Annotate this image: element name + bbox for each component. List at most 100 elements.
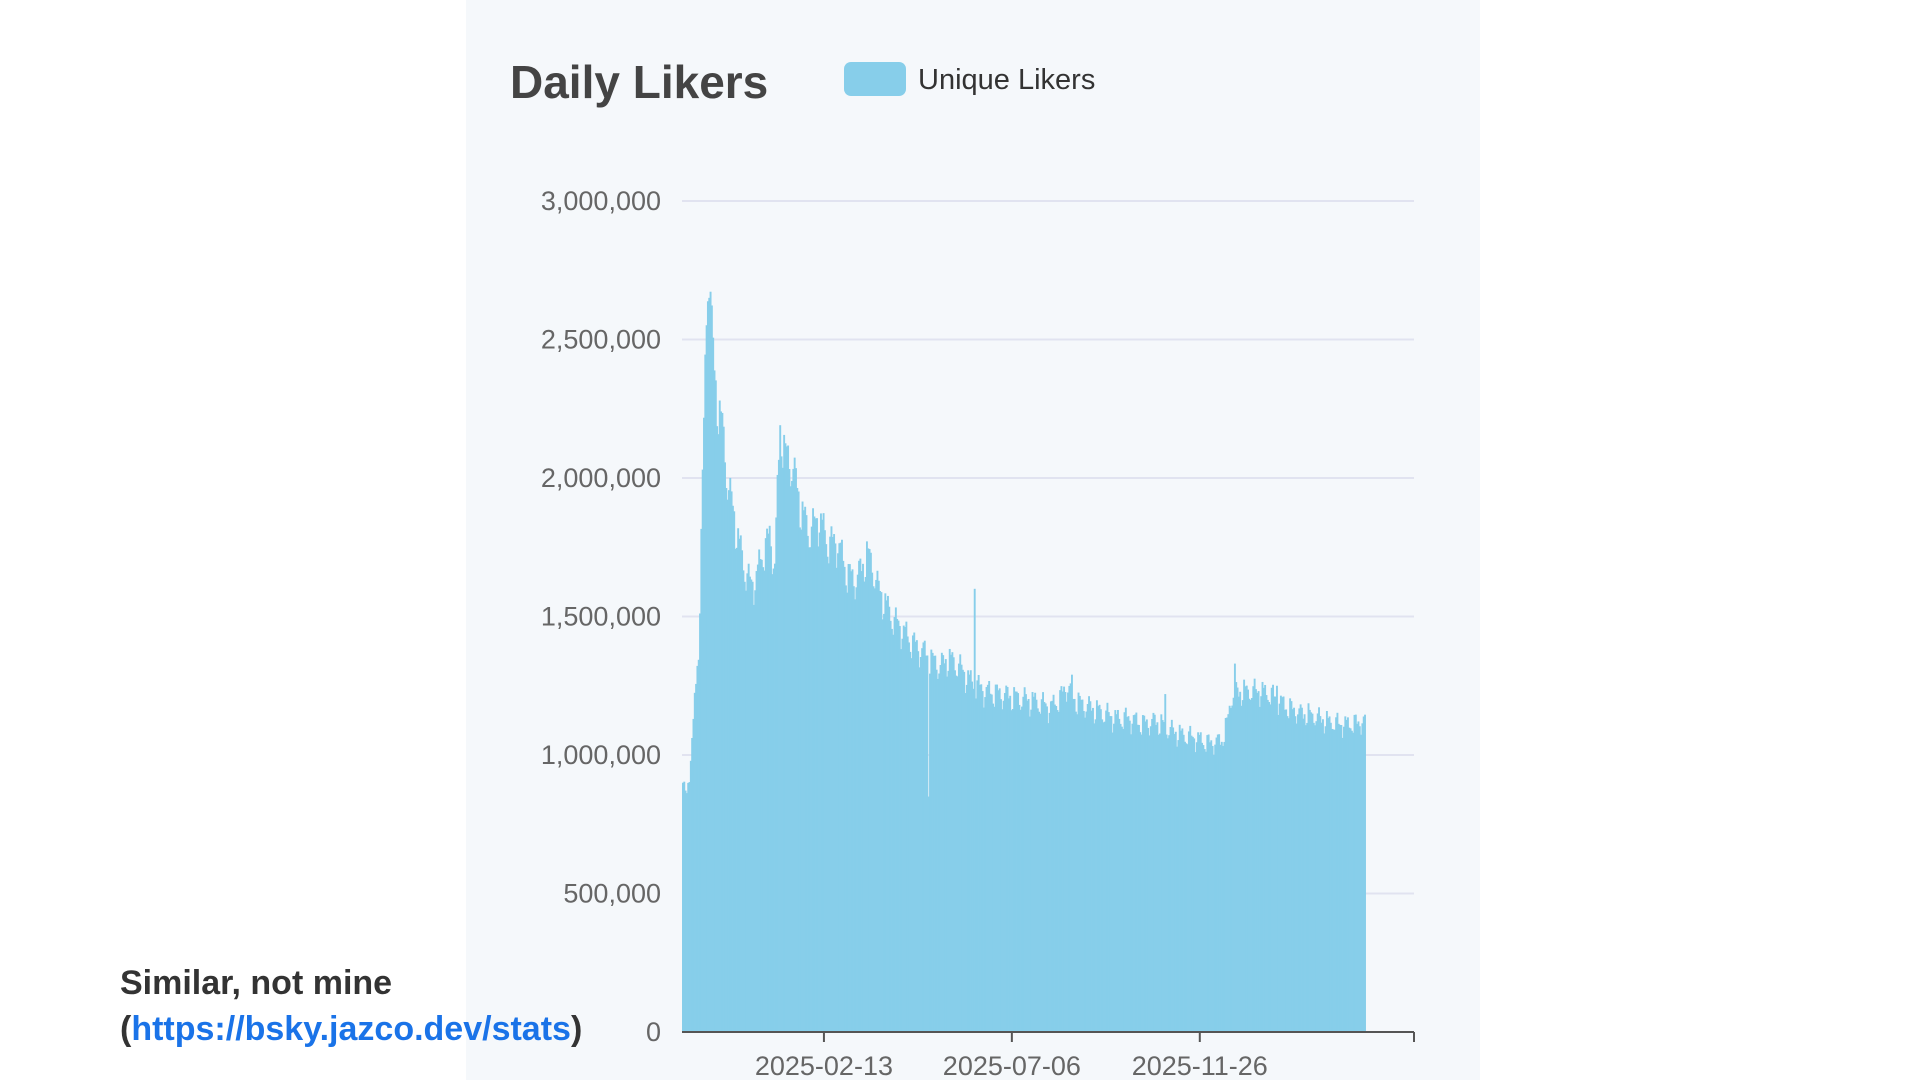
bar[interactable] bbox=[1207, 734, 1210, 1032]
bar[interactable] bbox=[1141, 715, 1144, 1032]
bar[interactable] bbox=[1055, 706, 1058, 1032]
bar[interactable] bbox=[1118, 718, 1121, 1032]
bar[interactable] bbox=[1165, 734, 1168, 1032]
bar[interactable] bbox=[810, 526, 813, 1032]
bar[interactable] bbox=[1336, 712, 1339, 1032]
bar[interactable] bbox=[709, 291, 712, 1032]
bar[interactable] bbox=[873, 588, 876, 1032]
bar[interactable] bbox=[871, 572, 874, 1032]
bar[interactable] bbox=[831, 537, 834, 1032]
bar[interactable] bbox=[1014, 691, 1017, 1032]
bar[interactable] bbox=[944, 659, 947, 1032]
bar[interactable] bbox=[1312, 722, 1315, 1032]
bar[interactable] bbox=[1139, 732, 1142, 1032]
bar[interactable] bbox=[1341, 737, 1344, 1032]
bar[interactable] bbox=[1222, 745, 1225, 1032]
bar[interactable] bbox=[734, 548, 737, 1032]
bar[interactable] bbox=[1205, 751, 1207, 1032]
bar[interactable] bbox=[908, 642, 910, 1032]
bar[interactable] bbox=[708, 297, 711, 1033]
bar[interactable] bbox=[1232, 697, 1235, 1032]
bar[interactable] bbox=[1085, 711, 1088, 1032]
bar[interactable] bbox=[921, 648, 924, 1032]
bar[interactable] bbox=[934, 655, 937, 1032]
bar[interactable] bbox=[1140, 734, 1143, 1032]
bar[interactable] bbox=[1044, 703, 1047, 1032]
bar[interactable] bbox=[705, 325, 708, 1032]
bar[interactable] bbox=[1333, 729, 1336, 1032]
bar[interactable] bbox=[1218, 734, 1221, 1032]
bar[interactable] bbox=[905, 621, 908, 1032]
bar[interactable] bbox=[812, 508, 815, 1033]
bar[interactable] bbox=[1182, 734, 1185, 1032]
bar[interactable] bbox=[837, 553, 839, 1032]
bar[interactable] bbox=[883, 613, 885, 1032]
bar[interactable] bbox=[706, 301, 709, 1033]
bar[interactable] bbox=[1227, 714, 1230, 1032]
bar[interactable] bbox=[885, 600, 888, 1032]
bar[interactable] bbox=[979, 684, 981, 1032]
bar[interactable] bbox=[858, 560, 861, 1032]
bar[interactable] bbox=[1272, 684, 1274, 1032]
bar[interactable] bbox=[697, 659, 700, 1032]
bar[interactable] bbox=[834, 543, 837, 1032]
bar[interactable] bbox=[848, 564, 851, 1032]
bar[interactable] bbox=[1241, 700, 1244, 1032]
bar[interactable] bbox=[1335, 717, 1338, 1032]
bar[interactable] bbox=[847, 563, 850, 1032]
bar[interactable] bbox=[1354, 714, 1357, 1032]
bar[interactable] bbox=[1153, 714, 1156, 1032]
bar[interactable] bbox=[817, 546, 820, 1032]
bar[interactable] bbox=[930, 649, 933, 1032]
bar[interactable] bbox=[946, 676, 949, 1032]
bar[interactable] bbox=[862, 563, 864, 1032]
bar[interactable] bbox=[1295, 723, 1298, 1032]
bar[interactable] bbox=[710, 305, 713, 1032]
bar[interactable] bbox=[1114, 710, 1117, 1032]
bar[interactable] bbox=[1155, 724, 1158, 1032]
bar[interactable] bbox=[1307, 703, 1310, 1032]
bar[interactable] bbox=[1291, 709, 1294, 1032]
bar[interactable] bbox=[1025, 694, 1027, 1032]
bar[interactable] bbox=[1103, 721, 1106, 1032]
bar[interactable] bbox=[1197, 732, 1200, 1032]
bar[interactable] bbox=[1257, 691, 1260, 1032]
bar[interactable] bbox=[1261, 681, 1264, 1032]
bar[interactable] bbox=[1350, 730, 1353, 1032]
bar[interactable] bbox=[767, 533, 770, 1032]
bar[interactable] bbox=[727, 490, 730, 1033]
bar[interactable] bbox=[1102, 722, 1105, 1032]
bar[interactable] bbox=[1215, 737, 1218, 1032]
bar[interactable] bbox=[789, 486, 792, 1032]
bar[interactable] bbox=[739, 535, 742, 1032]
bar[interactable] bbox=[976, 680, 979, 1032]
bar[interactable] bbox=[994, 684, 997, 1032]
bar[interactable] bbox=[781, 467, 784, 1032]
bar[interactable] bbox=[1057, 711, 1060, 1032]
bar[interactable] bbox=[1362, 716, 1365, 1032]
bar[interactable] bbox=[1169, 727, 1172, 1032]
bar[interactable] bbox=[726, 499, 729, 1032]
bar[interactable] bbox=[805, 515, 808, 1032]
bar[interactable] bbox=[1361, 723, 1364, 1032]
bar[interactable] bbox=[1253, 678, 1256, 1032]
bar[interactable] bbox=[1319, 716, 1322, 1032]
bar[interactable] bbox=[922, 642, 925, 1032]
bar[interactable] bbox=[973, 588, 976, 1032]
bar[interactable] bbox=[950, 654, 953, 1032]
bar[interactable] bbox=[1168, 735, 1171, 1032]
bar[interactable] bbox=[796, 487, 799, 1032]
bar[interactable] bbox=[1186, 744, 1189, 1032]
bar[interactable] bbox=[1122, 728, 1125, 1032]
bar[interactable] bbox=[1231, 705, 1234, 1032]
bar[interactable] bbox=[825, 544, 828, 1032]
bar[interactable] bbox=[915, 640, 918, 1032]
bar[interactable] bbox=[1032, 696, 1035, 1032]
bar[interactable] bbox=[1134, 714, 1136, 1032]
bar[interactable] bbox=[1157, 734, 1160, 1032]
bar[interactable] bbox=[1199, 732, 1202, 1032]
bar[interactable] bbox=[1010, 710, 1013, 1032]
bar[interactable] bbox=[1237, 696, 1240, 1032]
bar[interactable] bbox=[1357, 721, 1360, 1032]
bar[interactable] bbox=[1244, 686, 1247, 1032]
